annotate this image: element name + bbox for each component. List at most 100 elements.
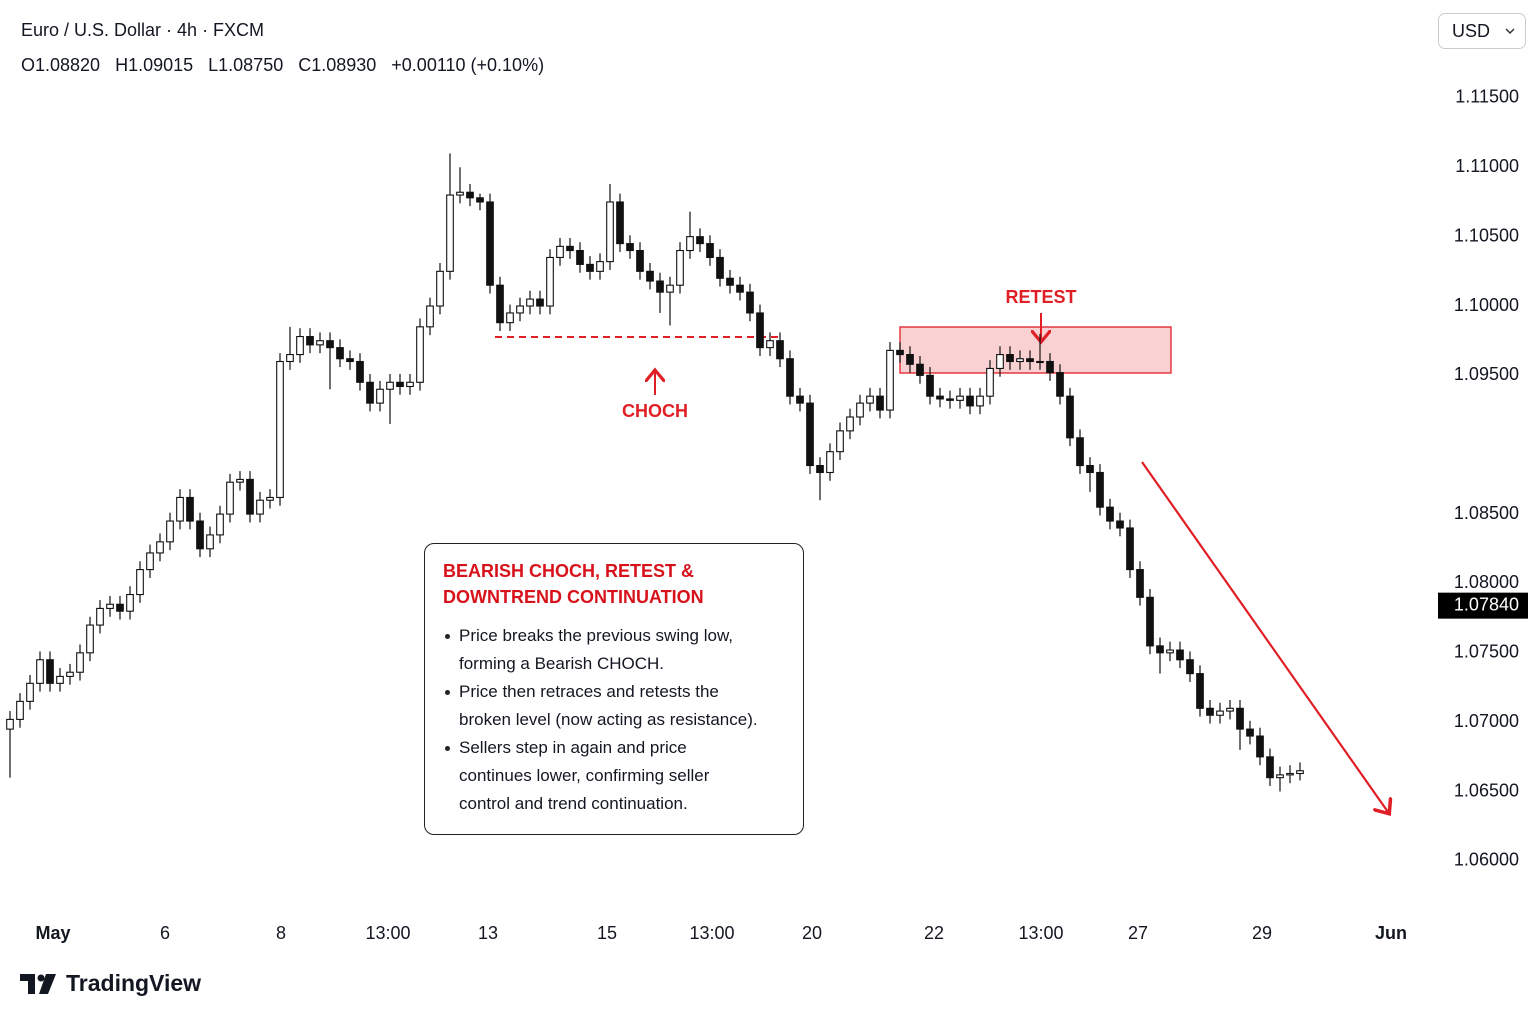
candle-body xyxy=(636,249,644,272)
x-tick-label: 15 xyxy=(597,923,617,943)
candle-body xyxy=(936,395,944,400)
candle-body xyxy=(966,395,974,407)
candle-body xyxy=(896,349,904,356)
candle-body xyxy=(456,191,464,196)
candle-body xyxy=(146,552,154,571)
candle-body xyxy=(346,358,354,363)
currency-label: USD xyxy=(1452,20,1491,41)
candle-body xyxy=(506,312,514,324)
brand-logo xyxy=(20,973,56,994)
candle-body xyxy=(416,326,424,383)
candle-body xyxy=(876,395,884,411)
candle-body xyxy=(546,256,554,307)
candle-body xyxy=(196,520,204,550)
candle-body xyxy=(556,245,564,259)
candle-body xyxy=(156,541,164,554)
candle-body xyxy=(26,682,34,702)
ohlc-line: O1.08820 H1.09015 L1.08750 C1.08930 +0.0… xyxy=(21,55,545,75)
candle-body xyxy=(916,363,924,376)
y-tick-label: 1.07500 xyxy=(1454,642,1519,662)
candle-body xyxy=(286,354,294,363)
candle-body xyxy=(336,347,344,360)
candle-body xyxy=(106,603,114,609)
currency-select[interactable]: USD xyxy=(1438,13,1526,49)
candle-body xyxy=(496,284,504,324)
candle-body xyxy=(316,340,324,346)
candle-body xyxy=(1056,372,1064,397)
brand: TradingView xyxy=(20,970,201,997)
candle-body xyxy=(516,305,524,314)
y-tick-label: 1.11500 xyxy=(1455,87,1519,107)
candle-body xyxy=(376,388,384,404)
x-tick-label: 13:00 xyxy=(689,923,734,943)
candle-body xyxy=(276,360,284,499)
candle-body xyxy=(1046,360,1054,374)
candle-body xyxy=(1136,569,1144,598)
candle-body xyxy=(16,700,24,720)
candle-body xyxy=(66,671,74,677)
candle-body xyxy=(476,197,484,203)
candle-body xyxy=(616,201,624,245)
candle-body xyxy=(1096,471,1104,508)
brand-name: TradingView xyxy=(66,970,202,996)
candle-body xyxy=(326,340,334,349)
candle-body xyxy=(266,496,274,501)
retest-label: RETEST xyxy=(1005,287,1076,307)
candle-body xyxy=(366,381,374,404)
candle-body xyxy=(96,607,104,626)
candle-body xyxy=(226,481,234,515)
candle-body xyxy=(426,305,434,328)
candle-body xyxy=(166,520,174,543)
candle-body xyxy=(666,284,674,293)
candle-body xyxy=(606,201,614,263)
candle-body xyxy=(586,263,594,272)
candle-body xyxy=(126,594,134,612)
candle-body xyxy=(946,398,954,401)
x-tick-label: 13:00 xyxy=(1018,923,1063,943)
candle-body xyxy=(1026,358,1034,363)
candle-body xyxy=(856,402,864,418)
candle-body xyxy=(1186,659,1194,675)
chart: CHOCH RETEST 1.11500 1.11000 1.10500 1.1000… xyxy=(6,87,1528,943)
note-bullet: Price breaks the previous swing low, form… xyxy=(443,622,785,678)
y-tick-label: 1.08000 xyxy=(1454,572,1519,592)
candle-body xyxy=(1256,735,1264,758)
candle-body xyxy=(1076,437,1084,467)
y-tick-label: 1.11000 xyxy=(1455,156,1519,176)
candle-body xyxy=(1206,707,1214,716)
candle-body xyxy=(796,395,804,404)
candle-body xyxy=(296,335,304,356)
candle-body xyxy=(6,718,14,730)
candle-body xyxy=(726,277,734,286)
candle-body xyxy=(826,451,834,474)
candle-body xyxy=(1286,772,1294,776)
y-tick-label: 1.09500 xyxy=(1454,364,1519,384)
candle-body xyxy=(1086,464,1094,474)
candle-body xyxy=(756,312,764,349)
candle-body xyxy=(1276,774,1284,779)
x-tick-label: 29 xyxy=(1252,923,1272,943)
trend-arrow xyxy=(1141,461,1388,812)
candle-body xyxy=(1036,360,1044,364)
candle-body xyxy=(816,464,824,474)
candle-body xyxy=(186,496,194,522)
y-tick-label: 1.06500 xyxy=(1454,780,1519,800)
candle-body xyxy=(686,236,694,252)
candle-body xyxy=(1156,645,1164,654)
x-tick-label: 27 xyxy=(1128,923,1148,943)
candle-body xyxy=(926,374,934,397)
candle-body xyxy=(256,499,264,515)
candle-body xyxy=(1116,520,1124,529)
candle-body xyxy=(306,335,314,346)
candle-body xyxy=(436,270,444,307)
x-tick-label: Jun xyxy=(1375,923,1407,943)
note-line: Price then retraces and retests the xyxy=(459,682,719,701)
candle-body xyxy=(466,191,474,199)
candle-body xyxy=(86,624,94,654)
candle-body xyxy=(1126,527,1134,571)
x-tick-label: 13 xyxy=(478,923,498,943)
candle-body xyxy=(766,340,774,349)
candle-body xyxy=(76,652,84,673)
last-price-badge xyxy=(1438,592,1528,619)
candle-body xyxy=(576,249,584,265)
